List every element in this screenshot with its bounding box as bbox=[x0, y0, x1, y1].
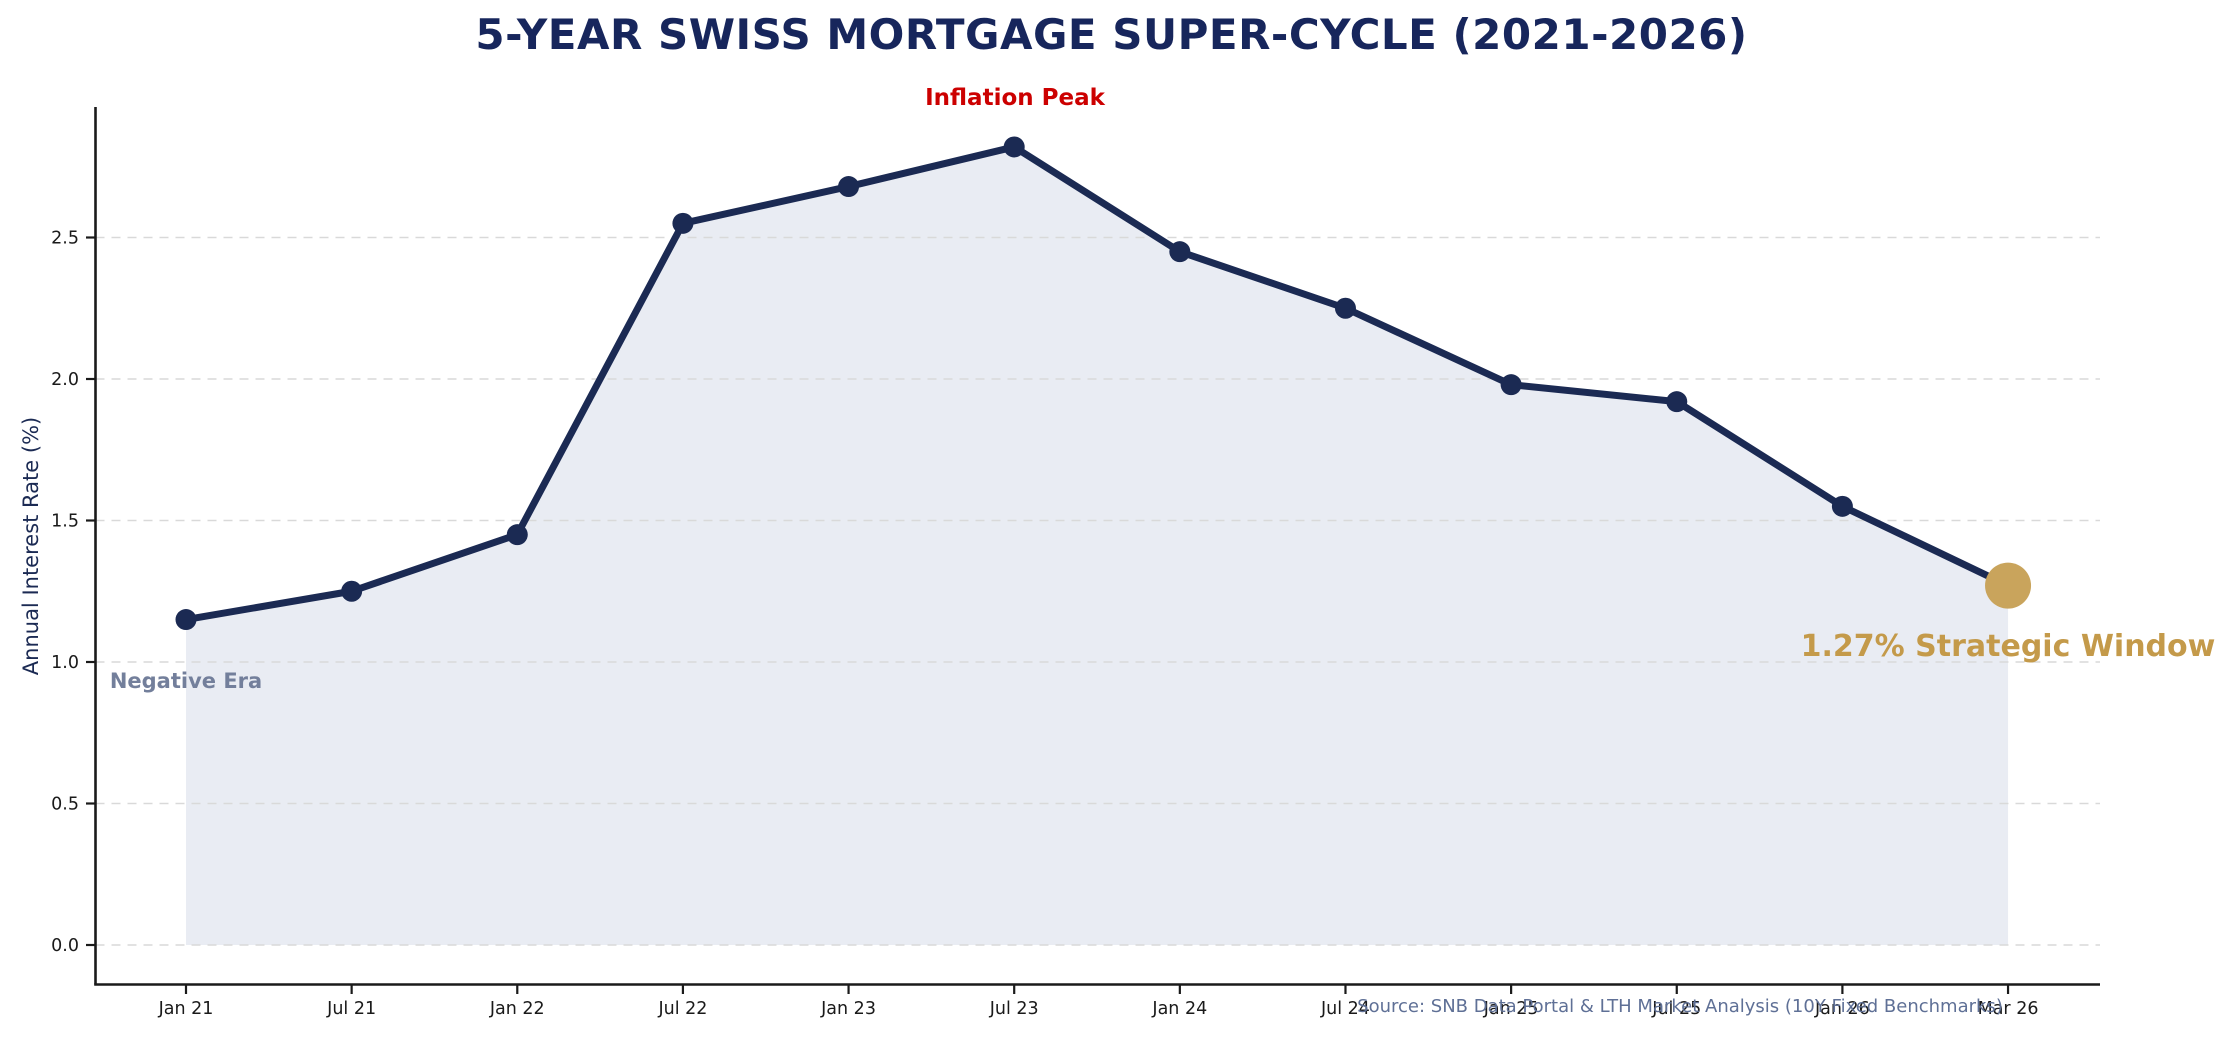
data-point-marker bbox=[175, 609, 197, 631]
data-point-marker bbox=[672, 212, 694, 234]
area-fill bbox=[186, 146, 2009, 945]
x-tick-label: Jul 24 bbox=[1320, 999, 1370, 1019]
rate-line bbox=[182, 143, 2012, 624]
y-tick-label: 0.5 bbox=[51, 795, 79, 815]
y-tick-label: 0.0 bbox=[51, 936, 79, 956]
y-tick-label: 1.5 bbox=[51, 512, 79, 532]
source-caption: Source: SNB Data Portal & LTH Market Ana… bbox=[1357, 996, 2003, 1017]
x-tick-label: Jan 22 bbox=[489, 999, 545, 1019]
data-point-marker bbox=[506, 524, 528, 546]
x-tick-label: Mar 26 bbox=[1978, 999, 2039, 1019]
x-tick-label: Jan 26 bbox=[1814, 999, 1870, 1019]
x-tick-label: Jan 23 bbox=[820, 999, 876, 1019]
y-tick-label: 2.5 bbox=[51, 229, 79, 249]
x-tick-label: Jan 21 bbox=[158, 999, 214, 1019]
y-axis-label: Annual Interest Rate (%) bbox=[19, 416, 43, 676]
data-point-marker bbox=[341, 580, 363, 602]
data-point-marker bbox=[1003, 136, 1025, 158]
final-data-point-marker bbox=[1985, 562, 2032, 609]
annotation-negative-era: Negative Era bbox=[109, 669, 263, 693]
x-tick-label: Jul 25 bbox=[1651, 999, 1701, 1019]
data-point-marker bbox=[1831, 495, 1853, 517]
x-tick-label: Jan 24 bbox=[1151, 999, 1207, 1019]
annotation-strategic-window: 1.27% Strategic Window bbox=[1800, 629, 2216, 664]
x-tick-label: Jan 25 bbox=[1483, 999, 1539, 1019]
data-point-marker bbox=[838, 176, 860, 198]
y-tick-label: 1.0 bbox=[51, 653, 79, 673]
data-point-marker bbox=[1500, 374, 1522, 396]
data-point-marker bbox=[1666, 391, 1688, 413]
x-tick-label: Jul 23 bbox=[989, 999, 1039, 1019]
chart-title: 5-YEAR SWISS MORTGAGE SUPER-CYCLE (2021-… bbox=[475, 10, 1748, 59]
x-tick-label: Jul 21 bbox=[326, 999, 376, 1019]
y-tick-label: 2.0 bbox=[51, 370, 79, 390]
x-tick-label: Jul 22 bbox=[657, 999, 707, 1019]
data-point-marker bbox=[1334, 297, 1356, 319]
data-point-marker bbox=[1169, 241, 1191, 263]
annotation-inflation-peak: Inflation Peak bbox=[925, 85, 1105, 111]
